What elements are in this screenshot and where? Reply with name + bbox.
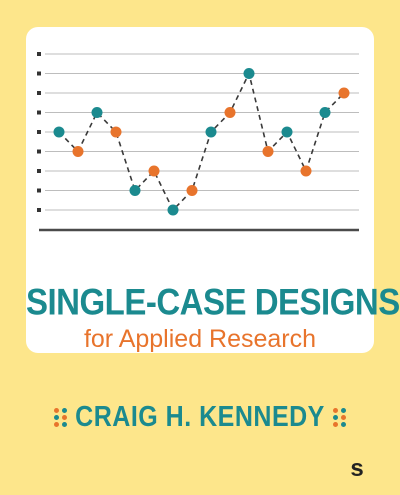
data-point: [72, 146, 84, 157]
data-point: [338, 87, 350, 99]
y-tick-mark: [37, 91, 41, 95]
author-name: CRAIG H. KENNEDY: [75, 400, 325, 433]
chart-ticks: [37, 52, 41, 212]
data-point: [224, 107, 236, 118]
data-point: [91, 107, 103, 118]
author-row: CRAIG H. KENNEDY: [0, 400, 400, 434]
data-point: [205, 126, 217, 138]
publisher-logo-letter: s: [350, 455, 364, 482]
data-point: [300, 165, 312, 177]
data-point: [167, 204, 179, 216]
y-tick-mark: [37, 110, 41, 115]
series-line: [58, 71, 345, 212]
y-tick-mark: [37, 52, 41, 56]
data-point: [148, 165, 160, 177]
y-tick-mark: [37, 208, 41, 212]
data-point: [281, 126, 293, 138]
data-point: [262, 146, 274, 157]
data-point: [186, 185, 198, 196]
data-point: [319, 107, 331, 118]
cover-chart: [37, 52, 359, 232]
data-point: [110, 126, 122, 138]
data-point: [129, 185, 141, 196]
y-tick-mark: [37, 169, 41, 173]
book-title: SINGLE-CASE DESIGNS: [26, 280, 400, 323]
y-tick-mark: [37, 188, 41, 193]
right-dots-icon: [332, 407, 346, 427]
y-tick-mark: [37, 149, 41, 154]
book-subtitle: for Applied Research: [83, 325, 317, 353]
chart-points: [53, 68, 350, 216]
chart-grid: [45, 53, 359, 211]
data-point: [53, 126, 65, 138]
data-point: [243, 68, 255, 79]
y-tick-mark: [37, 71, 41, 76]
cover-card: SINGLE-CASE DESIGNS for Applied Research: [26, 27, 400, 353]
publisher-logo: s: [342, 454, 372, 484]
left-dots-icon: [54, 407, 68, 427]
y-tick-mark: [37, 130, 41, 134]
